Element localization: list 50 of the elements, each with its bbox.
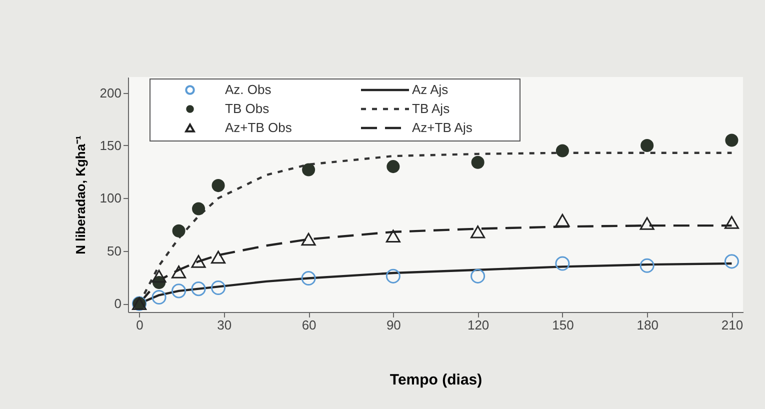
point [640, 258, 654, 273]
point [640, 138, 654, 152]
legend-label: Az+TB Obs [225, 120, 292, 135]
x-tick-label: 180 [636, 318, 658, 332]
point [191, 282, 206, 296]
point [172, 284, 186, 298]
point [555, 214, 570, 227]
y-tick-label: 100 [100, 190, 122, 206]
point [555, 256, 570, 271]
point [470, 268, 486, 284]
x-tick-label: 60 [302, 318, 316, 332]
point [172, 266, 186, 278]
point [172, 224, 186, 238]
y-tick-label: 0 [114, 296, 122, 312]
point [471, 156, 484, 169]
point [386, 230, 400, 243]
point [556, 144, 569, 158]
x-axis-title: Tempo (dias) [390, 372, 482, 388]
point [725, 134, 738, 147]
point [212, 179, 225, 192]
y-tick-label: 50 [107, 243, 122, 258]
point [640, 217, 654, 230]
point [301, 271, 316, 286]
x-tick-label: 30 [217, 318, 232, 332]
x-tick-label: 0 [136, 318, 144, 332]
point [211, 250, 226, 264]
legend-label: Az Ajs [412, 82, 449, 97]
x-tick-label: 210 [721, 318, 744, 332]
legend-label: Az+TB Ajs [412, 120, 473, 135]
legend-label: Az. Obs [225, 82, 272, 97]
point [152, 290, 166, 305]
point [211, 280, 226, 296]
legend-label: TB Obs [225, 101, 270, 116]
point [191, 255, 206, 268]
point [724, 216, 739, 229]
y-axis-title: N liberadao, Kgha⁻¹ [72, 136, 88, 254]
y-tick-label: 200 [100, 85, 122, 100]
point [301, 232, 316, 246]
x-tick-label: 90 [386, 318, 401, 332]
point [152, 270, 166, 283]
legend-label: TB Ajs [412, 101, 450, 116]
x-tick-label: 120 [467, 318, 490, 332]
point [302, 163, 316, 176]
point [192, 202, 206, 216]
x-tick-label: 150 [552, 318, 574, 332]
point [724, 254, 739, 269]
point [386, 160, 400, 174]
point [386, 268, 400, 284]
point [470, 226, 486, 238]
y-tick-label: 150 [100, 138, 122, 153]
